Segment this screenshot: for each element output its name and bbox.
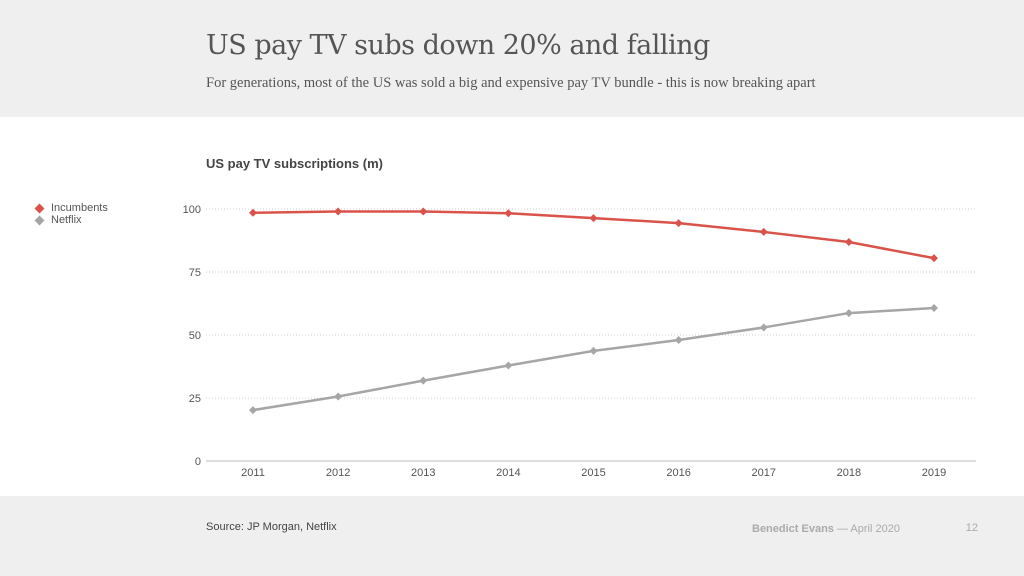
series-line-netflix [252, 306, 935, 412]
x-tick-label: 2015 [581, 467, 605, 479]
data-point-netflix-2018 [844, 309, 853, 318]
legend-label: Netflix [51, 214, 82, 226]
data-point-incumbents-2015 [589, 214, 598, 223]
legend-label: Incumbents [51, 202, 108, 214]
data-point-incumbents-2013 [419, 207, 428, 216]
x-tick-label: 2017 [752, 467, 776, 479]
y-tick-label: 0 [195, 456, 201, 468]
y-tick-label: 75 [189, 267, 201, 279]
page-number: 12 [965, 522, 978, 534]
header-band [0, 0, 1024, 117]
y-tick-label: 100 [183, 204, 201, 216]
data-point-incumbents-2017 [759, 227, 768, 236]
legend-item-incumbents: Incumbents [34, 202, 108, 214]
data-point-netflix-2017 [759, 323, 768, 332]
slide-title: US pay TV subs down 20% and falling [206, 30, 710, 61]
x-tick-label: 2016 [666, 467, 690, 479]
data-point-netflix-2013 [419, 376, 428, 385]
data-point-incumbents-2019 [930, 254, 938, 263]
data-point-incumbents-2014 [504, 209, 513, 218]
y-tick-label: 50 [189, 330, 201, 342]
source-note: Source: JP Morgan, Netflix [206, 521, 337, 533]
x-tick-label: 2014 [496, 467, 520, 479]
data-point-netflix-2012 [334, 392, 343, 401]
x-tick-label: 2013 [411, 467, 435, 479]
y-tick-label: 25 [189, 393, 201, 405]
x-tick-label: 2012 [326, 467, 350, 479]
data-point-netflix-2019 [930, 304, 938, 313]
x-tick-label: 2019 [922, 467, 946, 479]
data-point-incumbents-2018 [844, 238, 853, 247]
data-point-netflix-2014 [504, 361, 513, 370]
data-point-incumbents-2012 [334, 207, 343, 216]
byline: Benedict Evans — April 2020 [752, 523, 900, 535]
data-point-incumbents-2011 [249, 208, 257, 217]
y-axis-ticks: 0 25 50 75 100 [183, 204, 201, 468]
series-lines [249, 207, 938, 415]
data-point-incumbents-2016 [674, 219, 683, 228]
chart-title: US pay TV subscriptions (m) [206, 156, 383, 171]
data-point-netflix-2016 [674, 336, 683, 345]
legend: Incumbents Netflix [34, 202, 108, 226]
x-tick-label: 2011 [241, 467, 265, 479]
footer-band [0, 496, 1024, 576]
legend-item-netflix: Netflix [34, 214, 108, 226]
data-point-netflix-2015 [589, 346, 598, 355]
author-name: Benedict Evans [752, 523, 834, 535]
data-point-netflix-2011 [249, 406, 257, 415]
grid-lines [206, 208, 976, 462]
x-axis-ticks: 2011 2012 2013 2014 2015 2016 2017 2018 2019 [241, 467, 946, 479]
x-tick-label: 2018 [837, 467, 861, 479]
date-label: — April 2020 [836, 523, 900, 535]
slide-subtitle: For generations, most of the US was sold… [206, 75, 816, 91]
